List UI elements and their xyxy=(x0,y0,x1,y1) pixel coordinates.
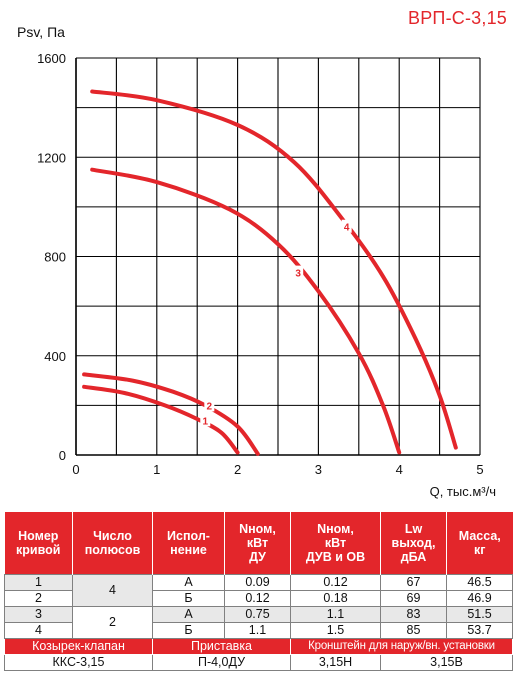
curve-label-bg xyxy=(341,219,352,233)
cell-noise: 85 xyxy=(380,622,447,639)
y-tick-label: 800 xyxy=(44,250,66,265)
spec-table: Номер кривой Число полюсов Испол-нение Nно… xyxy=(4,512,513,671)
accessories-header-row: Козырек-клапан Приставка Кронштейн для н… xyxy=(4,638,513,655)
cell-curve: 1 xyxy=(4,574,73,591)
bracket-h-value: 3,15Н xyxy=(290,654,381,671)
curve-label-bg xyxy=(204,398,215,412)
x-tick-label: 4 xyxy=(396,462,403,477)
cell-power-duv: 0.12 xyxy=(290,574,381,591)
cell-mass: 46.5 xyxy=(446,574,513,591)
bracket-v-value: 3,15В xyxy=(380,654,513,671)
curve-label-1: 1 xyxy=(202,416,208,427)
header-noise: Lw выход, дБА xyxy=(380,512,447,575)
model-title: ВРП-С-3,15 xyxy=(408,8,507,28)
cell-power-duv: 1.5 xyxy=(290,622,381,639)
cell-curve: 4 xyxy=(4,622,73,639)
chart-curves xyxy=(82,89,458,456)
header-curve-number: Номер кривой xyxy=(4,512,73,575)
bracket-label: Кронштейн для наруж/вн. установки xyxy=(290,638,513,655)
cell-noise: 69 xyxy=(380,590,447,607)
cell-mass: 53.7 xyxy=(446,622,513,639)
cell-poles: 2 xyxy=(72,606,153,639)
cell-power-du: 0.75 xyxy=(224,606,291,623)
y-tick-label: 1600 xyxy=(37,51,66,66)
cell-type: А xyxy=(152,574,225,591)
x-tick-label: 0 xyxy=(72,462,79,477)
cell-type: Б xyxy=(152,622,225,639)
header-poles: Число полюсов xyxy=(72,512,153,575)
cell-curve: 2 xyxy=(4,590,73,607)
accessories-value-row: ККС-3,15 П-4,0ДУ 3,15Н 3,15В xyxy=(4,654,513,671)
x-tick-label: 2 xyxy=(234,462,241,477)
x-axis-title: Q, тыс.м³/ч xyxy=(430,484,496,499)
cell-noise: 67 xyxy=(380,574,447,591)
curve-label-bg xyxy=(293,265,304,279)
cell-type: А xyxy=(152,606,225,623)
table-row: 2 Б 0.12 0.18 69 46.9 xyxy=(4,590,513,607)
valve-value: ККС-3,15 xyxy=(4,654,153,671)
table-row: 4 Б 1.1 1.5 85 53.7 xyxy=(4,622,513,639)
cell-power-du: 0.12 xyxy=(224,590,291,607)
x-tick-label: 5 xyxy=(476,462,483,477)
header-power-duv: Nном, кВт ДУВ и ОВ xyxy=(290,512,381,575)
y-tick-label: 400 xyxy=(44,349,66,364)
chart-axes: 0 1 2 3 4 5 0 400 800 1200 1600 Psv, Па Q, тыс.м³/ч xyxy=(17,24,496,499)
curve-4 xyxy=(90,89,458,450)
table-row: 3 2 А 0.75 1.1 83 51.5 xyxy=(4,606,513,639)
y-tick-label: 1200 xyxy=(37,150,66,165)
curve-label-3: 3 xyxy=(295,269,301,280)
cell-power-duv: 0.18 xyxy=(290,590,381,607)
cell-power-du: 1.1 xyxy=(224,622,291,639)
header-version: Испол-нение xyxy=(152,512,225,575)
curve-1 xyxy=(82,384,240,455)
cell-curve: 3 xyxy=(4,606,73,623)
header-mass: Масса, кг xyxy=(446,512,513,575)
adapter-label: Приставка xyxy=(152,638,291,655)
header-power-du: Nном, кВт ДУ xyxy=(224,512,291,575)
y-tick-label: 0 xyxy=(59,448,66,463)
chart-labels: 1 2 3 4 xyxy=(200,219,352,427)
curve-label-bg xyxy=(200,413,211,427)
spec-header-row: Номер кривой Число полюсов Испол-нение Nно… xyxy=(4,512,513,575)
curve-2 xyxy=(82,372,260,456)
cell-mass: 46.9 xyxy=(446,590,513,607)
adapter-value: П-4,0ДУ xyxy=(152,654,291,671)
cell-power-du: 0.09 xyxy=(224,574,291,591)
curve-label-2: 2 xyxy=(207,401,213,412)
y-axis-title: Psv, Па xyxy=(17,24,65,40)
x-tick-label: 3 xyxy=(315,462,322,477)
cell-mass: 51.5 xyxy=(446,606,513,623)
table-row: 1 4 А 0.09 0.12 67 46.5 xyxy=(4,574,513,607)
x-tick-label: 1 xyxy=(153,462,160,477)
curve-3 xyxy=(90,167,402,455)
cell-poles: 4 xyxy=(72,574,153,607)
curve-label-4: 4 xyxy=(344,223,350,234)
cell-power-duv: 1.1 xyxy=(290,606,381,623)
cell-type: Б xyxy=(152,590,225,607)
valve-label: Козырек-клапан xyxy=(4,638,153,655)
cell-noise: 83 xyxy=(380,606,447,623)
